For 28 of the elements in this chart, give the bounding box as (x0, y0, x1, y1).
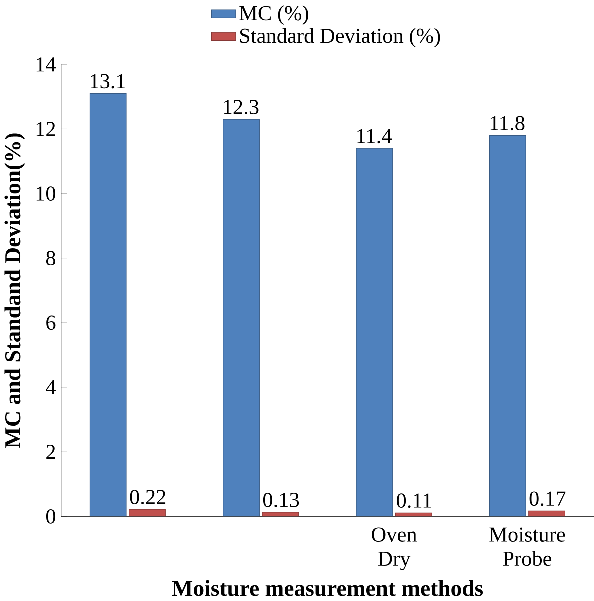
y-axis-title: MC and Standand Deviation(%) (4, 134, 26, 448)
bar (489, 135, 526, 517)
y-tick-label: 0 (46, 509, 56, 524)
bar (129, 510, 166, 517)
y-tick-label: 2 (46, 445, 55, 460)
x-axis-title: Moisture measurement methods (172, 580, 483, 596)
y-tick-label: 14 (36, 58, 56, 72)
bar (356, 148, 393, 517)
data-label: 0.22 (130, 490, 166, 505)
legend-label: MC (%) (240, 6, 308, 25)
bar (90, 93, 127, 517)
data-label: 11.8 (490, 116, 525, 131)
y-tick-label: 10 (36, 186, 56, 201)
legend-label: Standard Deviation (%) (240, 28, 440, 48)
bar (222, 119, 260, 517)
y-tick-label: 6 (46, 316, 56, 330)
data-label: 12.3 (224, 100, 259, 115)
y-tick-label: 8 (46, 251, 56, 266)
y-tick-label: 4 (46, 380, 56, 395)
data-label: 0.17 (530, 492, 566, 506)
data-label: 11.4 (358, 129, 392, 144)
x-tick-label: Moisture Probe (490, 528, 565, 566)
y-tick-label: 12 (36, 122, 55, 136)
data-label: 0.13 (263, 492, 299, 508)
x-tick-label: Oven Dry (372, 528, 417, 570)
bar (528, 510, 566, 517)
data-label: 0.11 (396, 494, 432, 508)
data-label: 13.1 (90, 74, 125, 89)
